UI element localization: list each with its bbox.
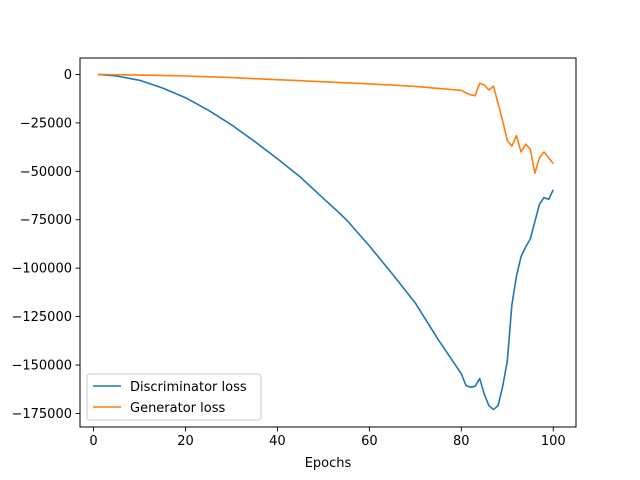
y-tick-label: −25000 bbox=[20, 116, 72, 131]
x-tick-label: 60 bbox=[361, 434, 378, 449]
x-axis-label: Epochs bbox=[305, 456, 352, 471]
legend-label-generator: Generator loss bbox=[130, 401, 225, 416]
x-tick-label: 80 bbox=[453, 434, 470, 449]
plot-frame bbox=[79, 57, 577, 428]
x-tick-label: 20 bbox=[177, 434, 194, 449]
y-tick-label: 0 bbox=[64, 68, 72, 83]
series-lines bbox=[98, 73, 554, 411]
series-line-discriminator bbox=[98, 73, 554, 411]
series-line-generator bbox=[98, 73, 554, 175]
y-tick-label: −100000 bbox=[11, 262, 72, 277]
x-tick-label: 0 bbox=[89, 434, 97, 449]
y-tick-label: −175000 bbox=[11, 407, 72, 422]
legend-frame bbox=[86, 373, 262, 421]
x-tick-label: 40 bbox=[269, 434, 286, 449]
y-tick-label: −75000 bbox=[20, 213, 72, 228]
y-tick-label: −125000 bbox=[11, 310, 72, 325]
x-tick-label: 100 bbox=[541, 434, 566, 449]
plot-area bbox=[80, 58, 576, 427]
x-axis-ticks: 0 20 40 60 80 100 bbox=[89, 427, 566, 449]
legend: Discriminator loss Generator loss bbox=[86, 373, 262, 421]
y-axis-ticks: 0 −25000 −50000 −75000 −100000 −125000 −150000… bbox=[11, 68, 80, 422]
y-tick-label: −150000 bbox=[11, 359, 72, 374]
legend-label-discriminator: Discriminator loss bbox=[130, 380, 247, 395]
y-tick-label: −50000 bbox=[20, 165, 72, 180]
